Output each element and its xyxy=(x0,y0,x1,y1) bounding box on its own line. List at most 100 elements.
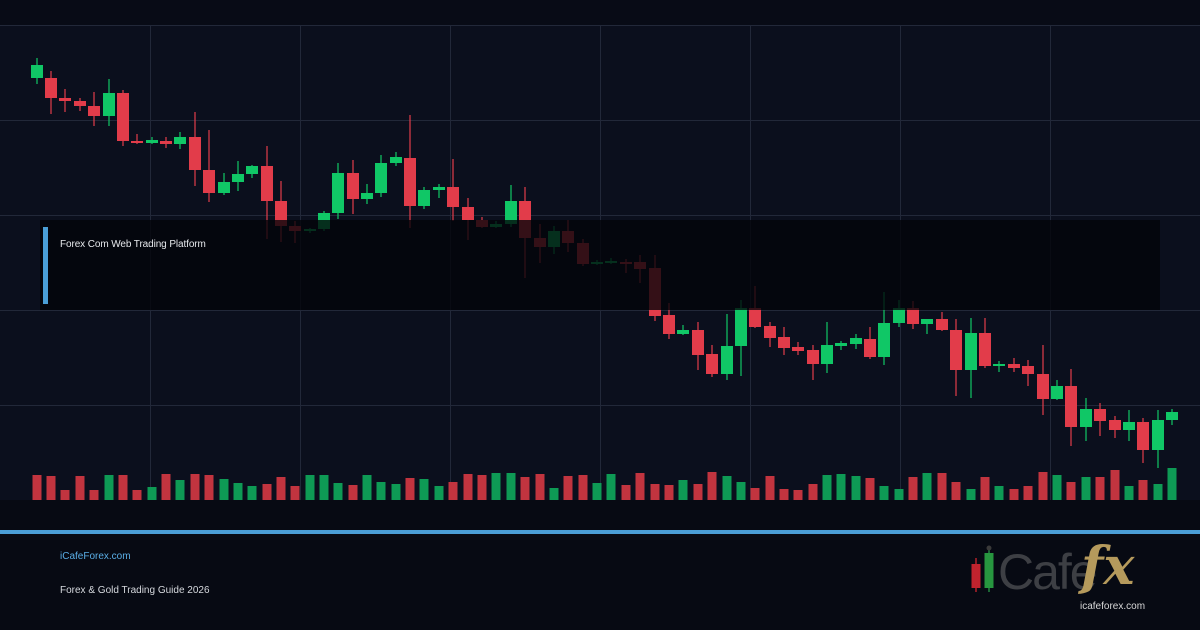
candle-body xyxy=(1123,422,1135,430)
candle-body xyxy=(246,166,258,174)
candle xyxy=(735,300,747,376)
candle xyxy=(404,115,416,228)
candle xyxy=(778,327,790,355)
candle xyxy=(131,134,143,144)
candle xyxy=(347,160,359,214)
volume-bar xyxy=(247,486,257,500)
candle-body xyxy=(160,141,172,144)
volume-bar xyxy=(908,477,918,500)
candle xyxy=(921,319,933,334)
candle xyxy=(332,163,344,219)
candle-body xyxy=(663,315,675,334)
volume-bar xyxy=(161,474,171,500)
candle xyxy=(706,345,718,377)
candle-body xyxy=(677,330,689,334)
candle-body xyxy=(1065,386,1077,427)
volume-bar xyxy=(75,476,85,500)
candle xyxy=(1094,403,1106,436)
candle xyxy=(390,152,402,166)
candle xyxy=(1080,398,1092,441)
candle-body xyxy=(131,141,143,143)
candle xyxy=(1037,345,1049,415)
volume-bar xyxy=(750,488,760,500)
volume-bar xyxy=(118,475,128,500)
candle xyxy=(103,79,115,126)
candle-body xyxy=(347,173,359,199)
candle-body xyxy=(117,93,129,141)
candle-body xyxy=(174,137,186,144)
candle xyxy=(203,130,215,202)
volume-bar xyxy=(793,490,803,500)
candle-body xyxy=(936,319,948,330)
volume-bar xyxy=(1081,477,1091,500)
volume-bar xyxy=(419,479,429,500)
volume-bar xyxy=(678,480,688,500)
candle xyxy=(160,137,172,148)
guide-title: Forex & Gold Trading Guide 2026 xyxy=(60,585,210,596)
candle xyxy=(721,314,733,380)
volume-bar xyxy=(635,473,645,500)
candle xyxy=(433,184,445,198)
volume-bar xyxy=(592,483,602,500)
candle xyxy=(218,173,230,195)
candle xyxy=(146,137,158,144)
volume-bar xyxy=(290,486,300,500)
candle-body xyxy=(1037,374,1049,399)
candle-body xyxy=(835,343,847,346)
volume-bar xyxy=(32,475,42,500)
candle xyxy=(965,318,977,398)
brand-logo: Cafe fx icafeforex.com xyxy=(965,536,1165,615)
candle-body xyxy=(332,173,344,213)
candle xyxy=(1065,369,1077,446)
volume-bar xyxy=(1110,470,1120,500)
logo-url: icafeforex.com xyxy=(1080,601,1146,612)
volume-bars xyxy=(32,468,1177,500)
volume-bar xyxy=(1124,486,1134,500)
candle xyxy=(31,58,43,84)
volume-bar xyxy=(132,490,142,500)
candle xyxy=(807,345,819,380)
candle-body xyxy=(447,187,459,207)
candle-body xyxy=(45,78,57,98)
volume-bar xyxy=(1009,489,1019,500)
candle-body xyxy=(1008,364,1020,368)
candle xyxy=(189,112,201,186)
logo-wordmark: Cafe xyxy=(998,544,1098,600)
candle xyxy=(835,341,847,350)
logo-fx-mark: fx xyxy=(1081,536,1135,597)
volume-bar xyxy=(1167,468,1177,500)
volume-bar xyxy=(922,473,932,500)
candle xyxy=(232,161,244,191)
candle-body xyxy=(203,170,215,193)
volume-bar xyxy=(477,475,487,500)
volume-bar xyxy=(333,483,343,500)
candle-body xyxy=(907,308,919,324)
candle xyxy=(1051,380,1063,400)
volume-bar xyxy=(707,472,717,500)
footer xyxy=(0,500,1200,630)
volume-bar xyxy=(822,475,832,500)
candle xyxy=(1123,410,1135,441)
candle-body xyxy=(979,333,991,366)
volume-bar xyxy=(391,484,401,500)
candle xyxy=(821,322,833,373)
candle xyxy=(59,89,71,112)
candle xyxy=(174,132,186,149)
candle xyxy=(117,90,129,146)
candle-body xyxy=(505,201,517,224)
overlay-title: Forex Com Web Trading Platform xyxy=(60,239,206,250)
volume-bar xyxy=(1023,486,1033,500)
candle-body xyxy=(375,163,387,193)
candle xyxy=(764,322,776,347)
volume-bar xyxy=(563,476,573,500)
candle xyxy=(1022,360,1034,386)
volume-bar xyxy=(147,487,157,500)
candle xyxy=(936,312,948,331)
volume-bar xyxy=(765,476,775,500)
volume-bar xyxy=(879,486,889,500)
overlay-accent-bar xyxy=(43,227,48,304)
footer-divider xyxy=(0,530,1200,534)
site-link[interactable]: iCafeForex.com xyxy=(60,551,131,562)
candle-body xyxy=(950,330,962,370)
